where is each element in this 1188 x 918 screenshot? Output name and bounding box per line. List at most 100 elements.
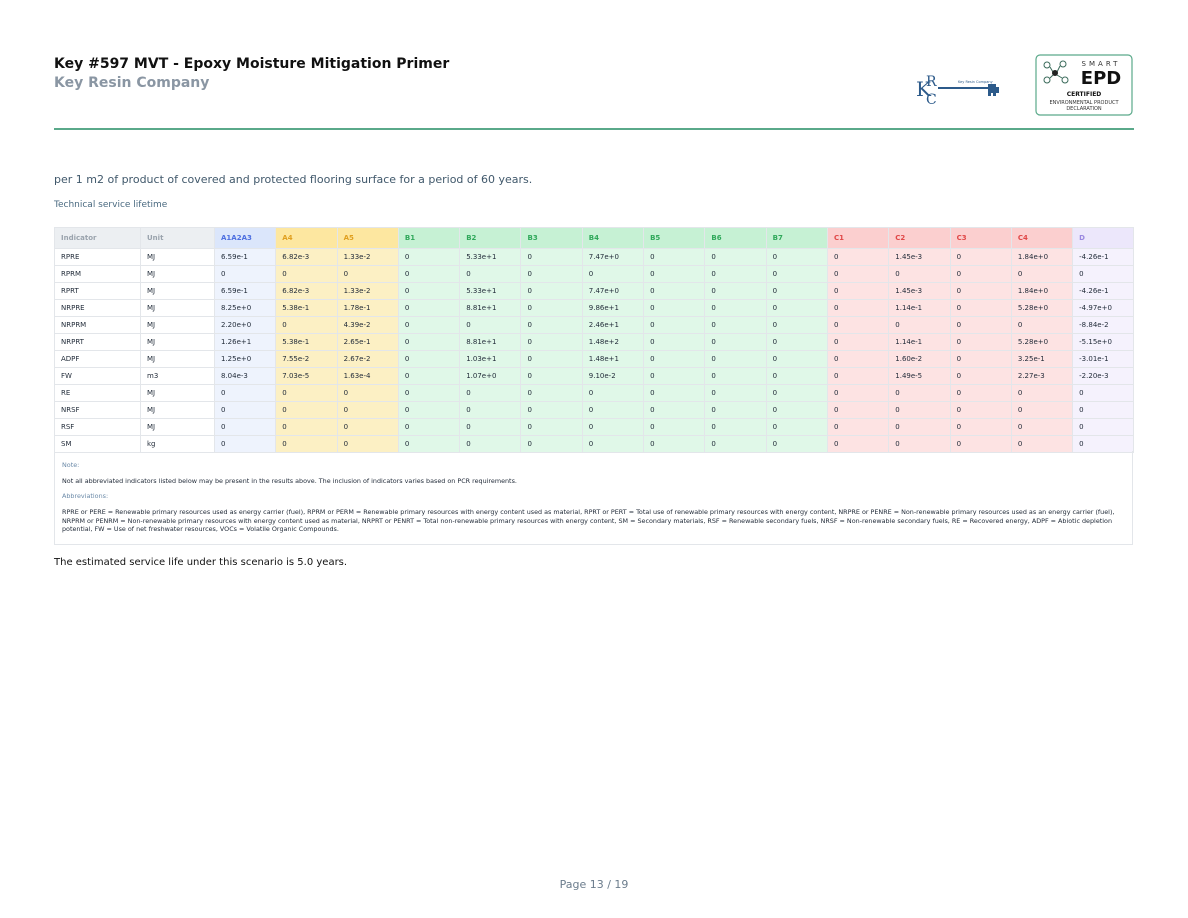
table-cell: 0 (336, 265, 399, 283)
table-cell: 3.25e-1 (1010, 350, 1074, 368)
logo-name: Key Resin Company (958, 80, 993, 84)
table-row: NRPRT MJ 1.26e+1 5.38e-1 2.65e-1 0 8.81e+1 0 1.4… (54, 333, 1135, 351)
table-row: RPRE MJ 6.59e-1 6.82e-3 1.33e-2 0 5.33e+1 0 7.47… (54, 248, 1135, 266)
table-cell: 0 (704, 384, 767, 402)
table-cell: 0 (888, 265, 951, 283)
table-cell: 0 (643, 435, 706, 453)
table-cell: 6.82e-3 (275, 248, 338, 266)
table-cell: 0 (397, 265, 461, 283)
table-cell: 0 (704, 435, 767, 453)
table-cell: 1.14e-1 (888, 299, 951, 317)
table-row: NRPRE MJ 8.25e+0 5.38e-1 1.78e-1 0 8.81e+1 0 9.8… (54, 299, 1135, 317)
table-row: NRSF MJ 0 0 0 0 0 0 0 0 0 0 0 0 0 0 0 (54, 401, 1135, 419)
column-header: B3 (520, 227, 583, 249)
table-cell: 0 (765, 367, 828, 385)
table-cell: 0 (336, 418, 399, 436)
table-cell: 0 (643, 248, 706, 266)
table-cell: 0 (581, 384, 645, 402)
table-cell: 0 (459, 435, 522, 453)
table-cell: 0 (949, 435, 1012, 453)
table-cell: -4.26e-1 (1072, 248, 1135, 266)
table-cell: 0 (459, 384, 522, 402)
table-cell: 0 (1010, 401, 1074, 419)
table-cell: 0 (949, 316, 1012, 334)
badge-line: DECLARATION (1066, 106, 1102, 112)
table-cell: 0 (949, 299, 1012, 317)
table-cell: 1.78e-1 (336, 299, 399, 317)
table-cell: 0 (397, 282, 461, 300)
column-header: A4 (275, 227, 338, 249)
table-cell: 0 (336, 401, 399, 419)
table-cell: 0 (643, 350, 706, 368)
table-cell: MJ (140, 299, 215, 317)
table-cell: 1.33e-2 (336, 248, 399, 266)
table-cell: 0 (520, 265, 583, 283)
table-cell: 0 (397, 248, 461, 266)
table-cell: 0 (520, 350, 583, 368)
table-cell: MJ (140, 418, 215, 436)
table-cell: 0 (826, 282, 890, 300)
table-cell: 1.33e-2 (336, 282, 399, 300)
column-header: C2 (888, 227, 951, 249)
table-cell: 6.59e-1 (213, 282, 277, 300)
table-cell: 0 (520, 435, 583, 453)
table-cell: MJ (140, 282, 215, 300)
table-cell: 0 (826, 316, 890, 334)
table-cell: RPRE (54, 248, 141, 266)
table-cell: 1.63e-4 (336, 367, 399, 385)
table-cell: 0 (581, 265, 645, 283)
table-cell: 0 (397, 384, 461, 402)
table-cell: 8.25e+0 (213, 299, 277, 317)
logo-letter: R (926, 74, 937, 90)
table-cell: 0 (704, 367, 767, 385)
table-cell: 0 (643, 418, 706, 436)
table-cell: 0 (765, 282, 828, 300)
table-cell: 0 (643, 316, 706, 334)
table-cell: 0 (949, 418, 1012, 436)
table-row: RSF MJ 0 0 0 0 0 0 0 0 0 0 0 0 0 0 0 (54, 418, 1135, 436)
table-row: RE MJ 0 0 0 0 0 0 0 0 0 0 0 0 0 0 0 (54, 384, 1135, 402)
table-cell: 0 (704, 316, 767, 334)
table-cell: 0 (643, 367, 706, 385)
table-cell: MJ (140, 350, 215, 368)
column-header: D (1072, 227, 1135, 249)
table-cell: 6.82e-3 (275, 282, 338, 300)
table-cell: 0 (397, 299, 461, 317)
table-cell: 9.86e+1 (581, 299, 645, 317)
table-cell: 2.27e-3 (1010, 367, 1074, 385)
table-cell: kg (140, 435, 215, 453)
table-cell: 0 (704, 401, 767, 419)
table-cell: 0 (704, 418, 767, 436)
table-cell: 0 (765, 350, 828, 368)
table-cell: 0 (336, 384, 399, 402)
table-cell: 0 (765, 418, 828, 436)
table-cell: 0 (949, 282, 1012, 300)
table-cell: 1.60e-2 (888, 350, 951, 368)
table-cell: NRPRE (54, 299, 141, 317)
table-cell: 0 (1010, 384, 1074, 402)
table-cell: 0 (581, 401, 645, 419)
table-cell: MJ (140, 333, 215, 351)
table-cell: 5.33e+1 (459, 282, 522, 300)
column-header: A1A2A3 (213, 227, 277, 249)
table-cell: 0 (1010, 265, 1074, 283)
table-cell: 0 (397, 367, 461, 385)
table-cell: 0 (213, 435, 277, 453)
table-cell: RE (54, 384, 141, 402)
table-cell: 0 (520, 401, 583, 419)
table-cell: 0 (765, 299, 828, 317)
table-cell: 0 (704, 248, 767, 266)
column-header: B4 (581, 227, 645, 249)
table-cell: 0 (949, 384, 1012, 402)
table-cell: 0 (1072, 384, 1135, 402)
table-cell: MJ (140, 265, 215, 283)
table-cell: 2.67e-2 (336, 350, 399, 368)
intro: per 1 m2 of product of covered and prote… (54, 173, 533, 186)
section-label: Technical service lifetime (54, 200, 168, 210)
divider (54, 128, 1134, 130)
table-cell: 1.45e-3 (888, 282, 951, 300)
table-cell: 1.45e-3 (888, 248, 951, 266)
krc-logo: K R C Key Resin Company (916, 74, 999, 108)
table-cell: MJ (140, 316, 215, 334)
